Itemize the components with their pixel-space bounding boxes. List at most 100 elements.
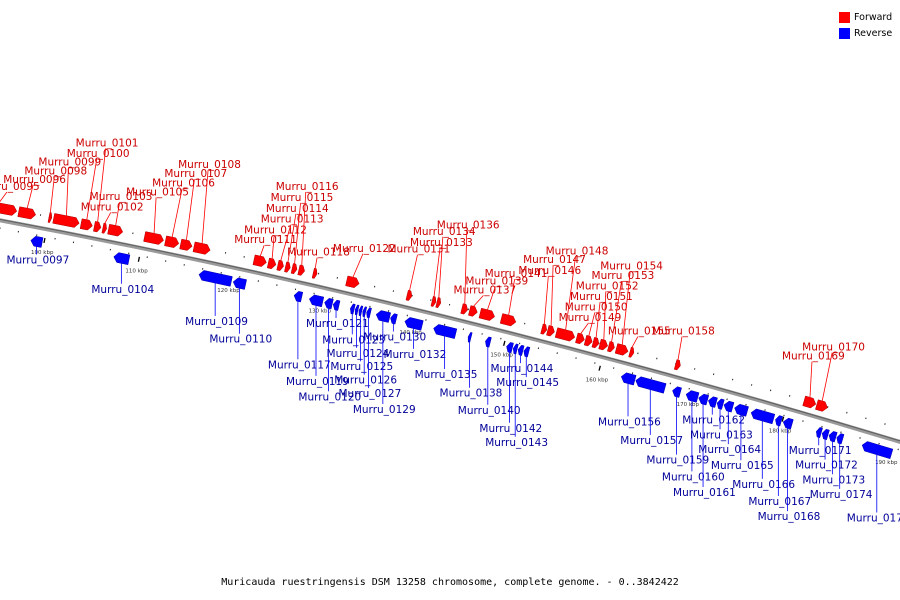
gene-label: Murru_0134 (413, 226, 476, 238)
gene-label: Murru_0167 (748, 496, 811, 508)
tick-label: 100 kbp (31, 250, 54, 256)
leader-line (631, 336, 639, 348)
tick-label: 190 kbp (875, 460, 898, 466)
gene-arrow-murru-0149 (575, 332, 585, 345)
gene-label: Murru_0117 (268, 359, 331, 371)
gene-arrow-murru-0105 (143, 231, 164, 245)
gene-arrow-murru-0134 (435, 297, 441, 309)
gene-arrow-murru-0110 (232, 277, 247, 290)
gene-label: Murru_0136 (437, 220, 500, 232)
gene-arrow-murru-0148 (554, 327, 576, 342)
gene-arrow-murru-0127 (366, 307, 372, 319)
tick-label: 120 kbp (217, 288, 240, 294)
chromosome-backbone-edge (0, 218, 900, 442)
gene-arrow-murru-0131 (405, 289, 413, 301)
leader-line (588, 312, 596, 337)
gene-label: Murru_0113 (261, 214, 324, 226)
gene-arrow-murru-0170 (815, 399, 828, 412)
leader-line (171, 188, 183, 238)
gene-label: Murru_0169 (782, 351, 845, 363)
gene-label: Murru_0158 (652, 326, 715, 338)
gene-label: Murru_0109 (185, 316, 248, 328)
chromosome-backbone (0, 218, 900, 445)
gene-label: Murru_0104 (91, 284, 154, 296)
gene-label: Murru_0131 (388, 244, 451, 256)
gene-label: Murru_0124 (327, 348, 390, 360)
gene-arrow-murru-0104 (113, 252, 131, 266)
gene-arrow-murru-0126 (362, 306, 368, 318)
gene-label: Murru_0166 (732, 479, 795, 491)
gene-arrow-murru-0124 (354, 304, 360, 316)
gene-label: Murru_0160 (662, 471, 725, 483)
gene-label: Murru_0116 (276, 181, 339, 193)
tick-label: 130 kbp (309, 309, 332, 315)
gene-arrow-murru-0142 (506, 342, 514, 354)
leader-line (153, 197, 157, 234)
gene-arrow-murru-0139 (478, 307, 495, 321)
gene-arrow-murru-0123 (350, 303, 356, 315)
gene-label: Murru_0147 (523, 254, 586, 266)
gene-label: Murru_0096 (3, 174, 66, 186)
gene-arrow-murru-0114 (284, 261, 291, 273)
gene-label: Murru_0146 (518, 265, 581, 277)
leader-line (115, 202, 121, 226)
leader-line (0, 191, 8, 203)
gene-arrow-murru-0100 (79, 218, 93, 231)
gene-label: Murru_0125 (330, 361, 393, 373)
gene-arrow-murru-0168 (782, 417, 794, 430)
leader-line (611, 280, 622, 343)
gene-label: Murru_0115 (271, 192, 334, 204)
gene-arrow-murru-0121 (332, 299, 341, 311)
gene-label: Murru_0164 (698, 444, 761, 456)
gene-arrow-murru-0109 (198, 270, 233, 287)
legend-label-reverse: Reverse (854, 27, 893, 39)
leader-line (433, 248, 441, 297)
gene-arrow-murru-0120 (324, 298, 334, 310)
leader-line (280, 224, 292, 261)
leader-line (201, 170, 209, 244)
gene-arrow-murru-0119 (309, 294, 325, 308)
gene-arrow-murru-0099 (52, 213, 80, 228)
gene-label: Murru_0163 (690, 429, 753, 441)
gene-label: Murru_0157 (620, 435, 683, 447)
gene-arrow-murru-0159 (672, 386, 682, 398)
gene-arrow-murru-0145 (523, 346, 531, 358)
leader-line (464, 230, 468, 305)
gene-arrow-murru-0175 (861, 441, 894, 460)
gene-arrow-murru-0162 (708, 396, 718, 408)
gene-arrow-murru-0155 (628, 346, 635, 358)
gene-label: Murru_0151 (570, 291, 633, 303)
major-tick (503, 340, 506, 346)
gene-arrow-murru-0154 (614, 343, 629, 356)
gene-label: Murru_0154 (600, 260, 663, 272)
gene-label: Murru_0141 (485, 268, 548, 280)
gene-arrow-murru-0143 (513, 343, 519, 355)
gene-label: Murru_0140 (458, 405, 521, 417)
gene-arrow-murru-0136 (460, 303, 468, 315)
gene-arrow-murru-0144 (517, 344, 525, 356)
gene-label: Murru_0150 (565, 302, 628, 314)
tick-label: 110 kbp (125, 269, 148, 275)
leader-line (595, 301, 601, 338)
leader-line (438, 236, 444, 298)
gene-arrow-murru-0161 (698, 393, 710, 406)
gene-label: Murru_0156 (598, 416, 661, 428)
gene-arrow-murru-0118 (311, 267, 318, 279)
leader-line (86, 158, 98, 220)
gene-label: Murru_0132 (383, 349, 446, 361)
gene-arrow-murru-0101 (93, 221, 102, 233)
gene-label: Murru_0145 (496, 377, 559, 389)
gene-arrow-murru-0158 (673, 359, 681, 371)
leader-line (104, 212, 112, 224)
gene-arrow-murru-0116 (297, 264, 305, 276)
gene-arrow-murru-0097 (30, 235, 44, 248)
gene-label: Murru_0110 (209, 334, 272, 346)
tick-label: 160 kbp (586, 377, 609, 383)
gene-label: Murru_0129 (353, 404, 416, 416)
gene-arrow-murru-0156 (620, 372, 637, 386)
gene-arrow-murru-0173 (828, 431, 838, 443)
tick-label: 140 kbp (399, 330, 422, 336)
gene-label: Murru_0173 (802, 474, 865, 486)
gene-label: Murru_0118 (287, 247, 350, 259)
